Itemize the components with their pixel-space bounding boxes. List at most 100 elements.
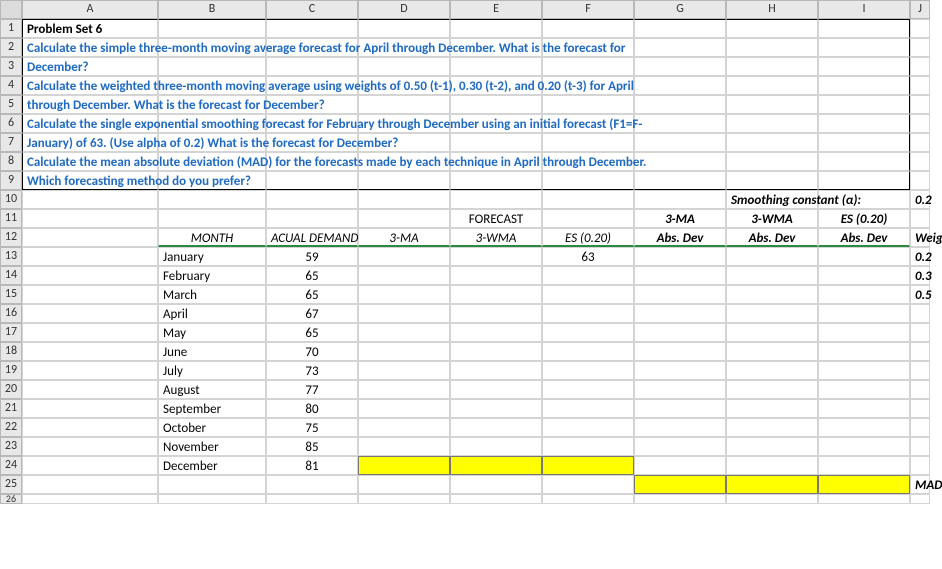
cell-J18[interactable] (910, 342, 930, 361)
cell-F19[interactable] (542, 361, 634, 380)
cell-D1[interactable] (358, 19, 450, 38)
cell-G25[interactable] (634, 475, 726, 494)
cell-H26[interactable] (726, 494, 818, 504)
cell-B19[interactable]: July (158, 361, 266, 380)
cell-D16[interactable] (358, 304, 450, 323)
cell-C18[interactable]: 70 (266, 342, 358, 361)
cell-D14[interactable] (358, 266, 450, 285)
col-B[interactable]: B (158, 0, 266, 19)
cell-C10[interactable] (266, 190, 358, 209)
cell-E26[interactable] (450, 494, 542, 504)
cell-E10[interactable] (450, 190, 542, 209)
cell-I13[interactable] (818, 247, 910, 266)
hdr-absdev-ma[interactable]: Abs. Dev (634, 228, 726, 247)
cell-B11[interactable] (158, 209, 266, 228)
cell-F25[interactable] (542, 475, 634, 494)
cell-E15[interactable] (450, 285, 542, 304)
select-all-corner[interactable] (0, 0, 22, 19)
cell-G7[interactable] (634, 133, 726, 152)
row-18[interactable]: 18 (0, 342, 22, 361)
cell-D20[interactable] (358, 380, 450, 399)
cell-D19[interactable] (358, 361, 450, 380)
cell-A22[interactable] (22, 418, 158, 437)
cell-G21[interactable] (634, 399, 726, 418)
cell-B14[interactable]: February (158, 266, 266, 285)
cell-G3[interactable] (634, 57, 726, 76)
cell-J14[interactable]: 0.3 (910, 266, 930, 285)
cell-H20[interactable] (726, 380, 818, 399)
cell-J13[interactable]: 0.2 (910, 247, 930, 266)
cell-H5[interactable] (726, 95, 818, 114)
cell-I6[interactable] (818, 114, 910, 133)
cell-E25[interactable] (450, 475, 542, 494)
cell-F3[interactable] (542, 57, 634, 76)
cell-G15[interactable] (634, 285, 726, 304)
cell-I21[interactable] (818, 399, 910, 418)
cell-C23[interactable]: 85 (266, 437, 358, 456)
cell-C16[interactable]: 67 (266, 304, 358, 323)
cell-G9[interactable] (634, 171, 726, 190)
cell-D13[interactable] (358, 247, 450, 266)
cell-F14[interactable] (542, 266, 634, 285)
cell-E16[interactable] (450, 304, 542, 323)
cell-C22[interactable]: 75 (266, 418, 358, 437)
cell-I9[interactable] (818, 171, 910, 190)
cell-H25[interactable] (726, 475, 818, 494)
cell-D23[interactable] (358, 437, 450, 456)
cell-E23[interactable] (450, 437, 542, 456)
hdr-absdev-wma[interactable]: Abs. Dev (726, 228, 818, 247)
cell-G1[interactable] (634, 19, 726, 38)
row-21[interactable]: 21 (0, 399, 22, 418)
row-3[interactable]: 3 (0, 57, 22, 76)
row-13[interactable]: 13 (0, 247, 22, 266)
cell-E19[interactable] (450, 361, 542, 380)
cell-H17[interactable] (726, 323, 818, 342)
cell-B20[interactable]: August (158, 380, 266, 399)
cell-G20[interactable] (634, 380, 726, 399)
cell-H1[interactable] (726, 19, 818, 38)
cell-E18[interactable] (450, 342, 542, 361)
cell-J3[interactable] (910, 57, 930, 76)
cell-I2[interactable] (818, 38, 910, 57)
cell-I24[interactable] (818, 456, 910, 475)
cell-J21[interactable] (910, 399, 930, 418)
row-6[interactable]: 6 (0, 114, 22, 133)
cell-E7[interactable] (450, 133, 542, 152)
row-10[interactable]: 10 (0, 190, 22, 209)
row-11[interactable]: 11 (0, 209, 22, 228)
cell-I8[interactable] (818, 152, 910, 171)
cell-J15[interactable]: 0.5 (910, 285, 930, 304)
cell-J7[interactable] (910, 133, 930, 152)
cell-E5[interactable] (450, 95, 542, 114)
row-8[interactable]: 8 (0, 152, 22, 171)
cell-I7[interactable] (818, 133, 910, 152)
cell-B26[interactable] (158, 494, 266, 504)
col-J[interactable]: J (910, 0, 930, 19)
cell-J5[interactable] (910, 95, 930, 114)
row-19[interactable]: 19 (0, 361, 22, 380)
cell-I19[interactable] (818, 361, 910, 380)
cell-C24[interactable]: 81 (266, 456, 358, 475)
cell-F24[interactable] (542, 456, 634, 475)
cell-I23[interactable] (818, 437, 910, 456)
cell-G24[interactable] (634, 456, 726, 475)
cell-G8[interactable] (634, 152, 726, 171)
cell-I26[interactable] (818, 494, 910, 504)
row-26[interactable]: 26 (0, 494, 22, 504)
row-22[interactable]: 22 (0, 418, 22, 437)
cell-B18[interactable]: June (158, 342, 266, 361)
cell-I4[interactable] (818, 76, 910, 95)
cell-H4[interactable] (726, 76, 818, 95)
cell-E20[interactable] (450, 380, 542, 399)
cell-A4[interactable]: Calculate the weighted three-month movin… (22, 76, 158, 95)
cell-C1[interactable] (266, 19, 358, 38)
cell-A10[interactable] (22, 190, 158, 209)
cell-C15[interactable]: 65 (266, 285, 358, 304)
cell-G19[interactable] (634, 361, 726, 380)
cell-H6[interactable] (726, 114, 818, 133)
cell-F15[interactable] (542, 285, 634, 304)
cell-A21[interactable] (22, 399, 158, 418)
cell-A14[interactable] (22, 266, 158, 285)
cell-J24[interactable] (910, 456, 930, 475)
cell-J20[interactable] (910, 380, 930, 399)
